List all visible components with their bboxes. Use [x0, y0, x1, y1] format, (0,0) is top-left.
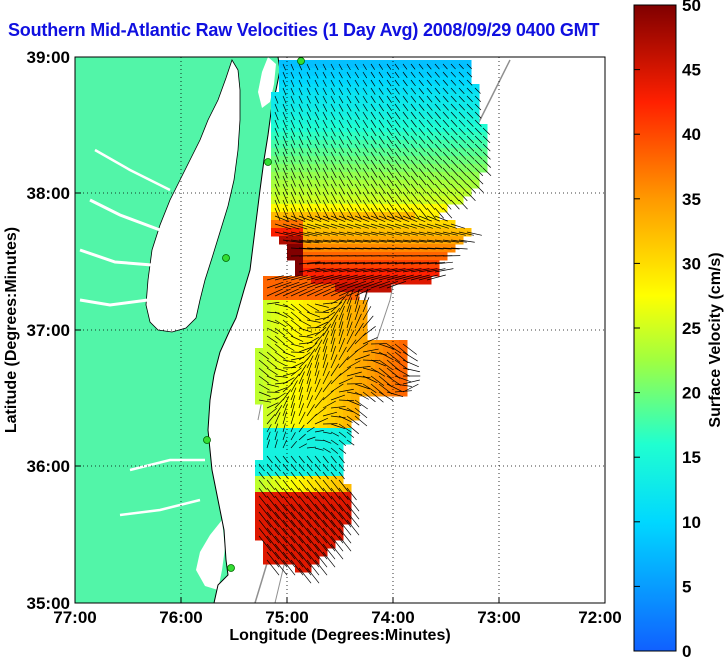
x-tick-label: 76:00 [159, 608, 202, 627]
colorbar-tick-label: 20 [682, 384, 701, 403]
x-tick-label: 74:00 [371, 608, 414, 627]
colorbar-tick-label: 30 [682, 254, 701, 273]
pamlico-sound [196, 520, 225, 590]
y-tick-label: 36:00 [27, 457, 70, 476]
x-tick-label: 77:00 [53, 608, 96, 627]
colorbar-tick-label: 10 [682, 513, 701, 532]
y-tick-label: 38:00 [27, 184, 70, 203]
colorbar-tick-label: 50 [682, 0, 701, 15]
colorbar-tick-label: 0 [682, 642, 691, 659]
station-marker [203, 436, 211, 444]
colorbar-label: Surface Velocity (cm/s) [707, 252, 724, 427]
colorbar [633, 4, 677, 652]
colorbar-tick-label: 40 [682, 125, 701, 144]
colorbar-tick-label: 45 [682, 61, 701, 80]
grid [75, 57, 605, 603]
station-marker [264, 158, 272, 166]
y-tick-label: 39:00 [27, 48, 70, 67]
velocity-vectors [258, 63, 492, 584]
y-tick-label: 35:00 [27, 594, 70, 613]
chesapeake-bay [146, 60, 240, 332]
x-axis-label: Longitude (Degrees:Minutes) [229, 627, 450, 644]
colorbar-tick-label: 15 [682, 448, 701, 467]
colorbar-tick-label: 25 [682, 319, 701, 338]
station-marker [297, 57, 305, 65]
y-tick-label: 37:00 [27, 321, 70, 340]
map-title: Southern Mid-Atlantic Raw Velocities (1 … [8, 20, 600, 40]
y-axis-label: Latitude (Degrees:Minutes) [3, 227, 20, 433]
coastline [207, 57, 281, 603]
colorbar-tick-label: 35 [682, 190, 701, 209]
station-marker [222, 254, 230, 262]
x-tick-label: 75:00 [265, 608, 308, 627]
radar-stations [203, 57, 305, 572]
station-marker [227, 564, 235, 572]
x-tick-label: 72:00 [578, 608, 621, 627]
x-tick-label: 73:00 [477, 608, 520, 627]
colorbar-tick-label: 5 [682, 577, 691, 596]
